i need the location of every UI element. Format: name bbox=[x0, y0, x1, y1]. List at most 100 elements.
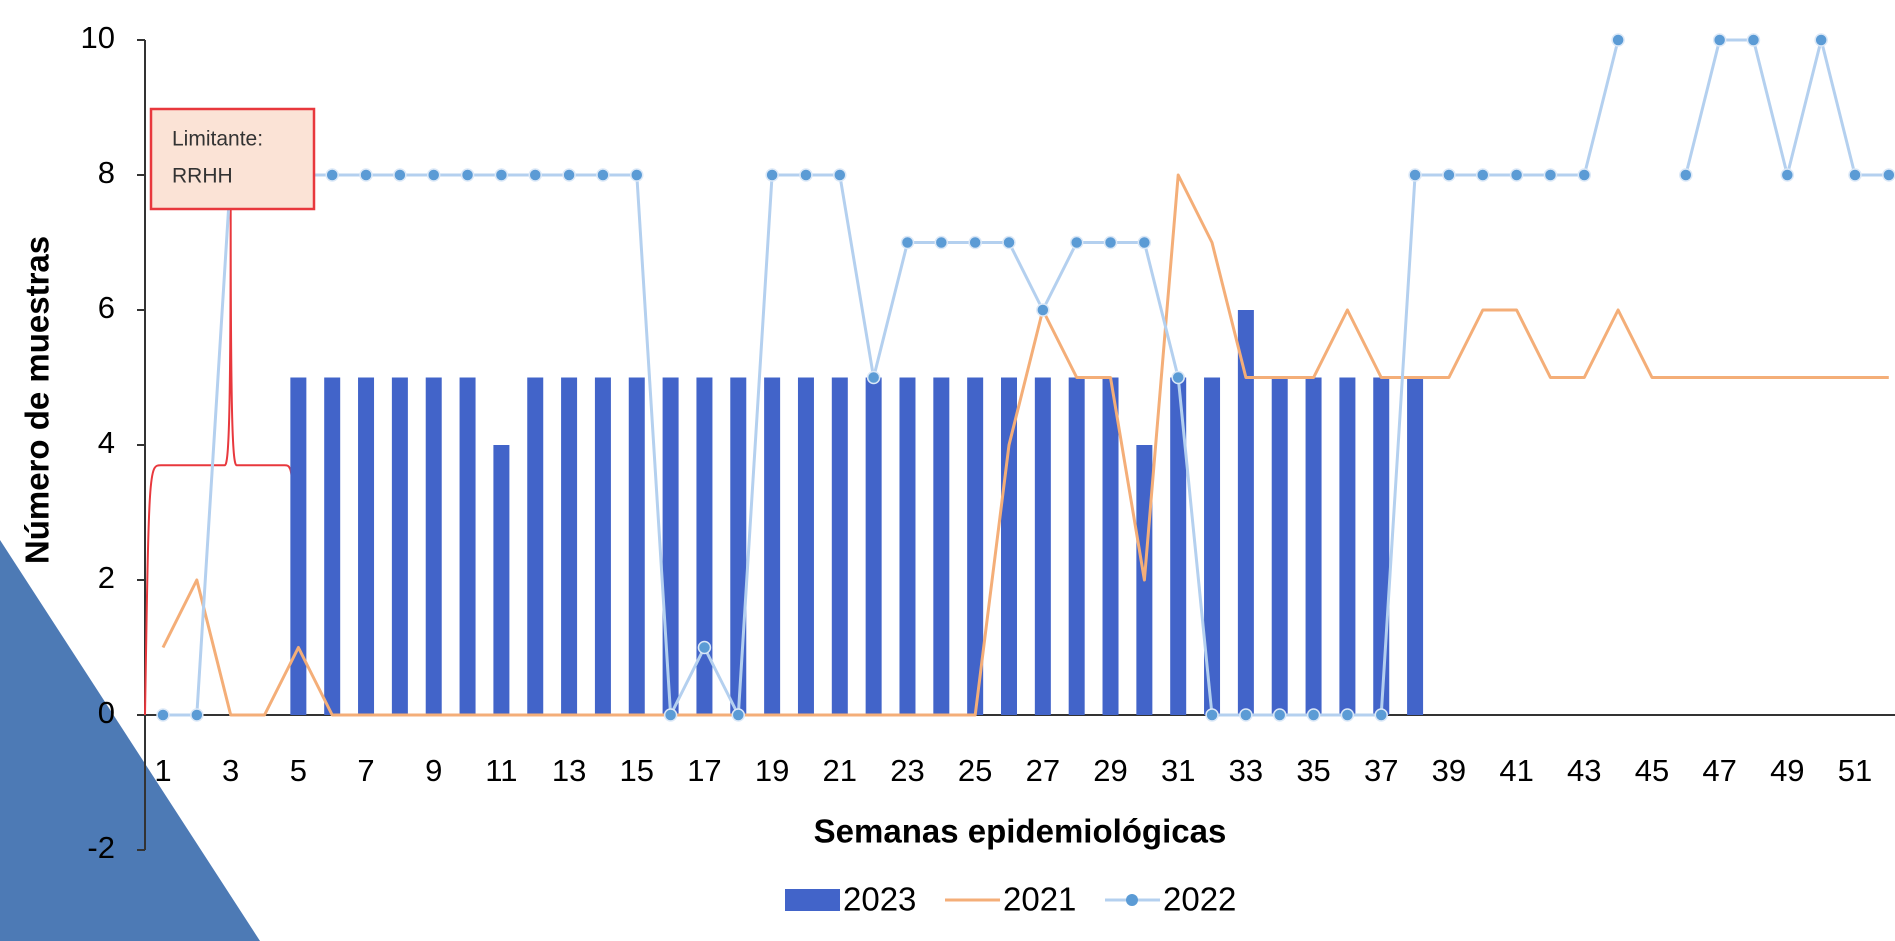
x-tick-label: 31 bbox=[1161, 753, 1195, 788]
marker bbox=[1882, 168, 1895, 182]
x-tick-label: 11 bbox=[485, 753, 517, 788]
marker bbox=[900, 235, 915, 250]
bar bbox=[696, 377, 713, 715]
y-tick-label: 8 bbox=[98, 155, 115, 190]
bar bbox=[1068, 377, 1085, 715]
marker bbox=[528, 168, 542, 182]
annotation: Limitante: RRHH bbox=[149, 107, 316, 211]
bar bbox=[1339, 377, 1356, 715]
marker bbox=[1611, 33, 1625, 47]
y-tick-label: 2 bbox=[98, 560, 115, 595]
marker bbox=[596, 168, 610, 182]
bar bbox=[865, 377, 882, 715]
marker bbox=[1712, 33, 1727, 47]
bar bbox=[527, 377, 544, 715]
marker bbox=[393, 168, 407, 182]
marker bbox=[1476, 168, 1490, 182]
marker bbox=[799, 168, 813, 182]
x-tick-label: 7 bbox=[357, 753, 374, 788]
bar bbox=[662, 377, 679, 715]
legend-marker bbox=[1126, 894, 1138, 906]
bar bbox=[764, 377, 781, 715]
annotation-text: Limitante: bbox=[172, 128, 263, 151]
bar bbox=[459, 377, 476, 715]
marker bbox=[1442, 168, 1456, 182]
marker bbox=[325, 168, 339, 182]
marker bbox=[460, 168, 475, 182]
marker bbox=[1069, 235, 1084, 250]
x-tick-label: 47 bbox=[1702, 753, 1736, 788]
bar bbox=[561, 377, 578, 715]
legend-label: 2022 bbox=[1163, 881, 1236, 918]
legend-label: 2023 bbox=[843, 881, 916, 918]
marker bbox=[1746, 33, 1761, 47]
x-tick-label: 33 bbox=[1229, 753, 1263, 788]
marker bbox=[1408, 168, 1422, 182]
marker bbox=[1848, 168, 1862, 182]
bar bbox=[1305, 377, 1322, 715]
x-tick-label: 5 bbox=[290, 753, 307, 788]
bar bbox=[493, 445, 510, 715]
bar bbox=[831, 377, 848, 715]
marker bbox=[968, 235, 982, 250]
marker bbox=[190, 708, 204, 722]
y-tick-label: 10 bbox=[81, 20, 115, 55]
x-tick-label: 9 bbox=[425, 753, 442, 788]
marker bbox=[494, 168, 509, 182]
bar bbox=[1237, 310, 1254, 715]
bar bbox=[899, 377, 916, 715]
y-tick-label: -2 bbox=[87, 830, 115, 865]
marker bbox=[663, 708, 678, 722]
y-tick-label: 0 bbox=[98, 695, 115, 730]
marker bbox=[934, 235, 949, 250]
bar bbox=[1204, 377, 1221, 715]
bar bbox=[1102, 377, 1119, 715]
x-tick-label: 51 bbox=[1838, 753, 1872, 788]
x-tick-label: 29 bbox=[1093, 753, 1127, 788]
marker bbox=[1679, 168, 1693, 182]
x-tick-label: 45 bbox=[1635, 753, 1669, 788]
marker bbox=[1577, 168, 1592, 182]
marker bbox=[1171, 370, 1185, 385]
bar bbox=[628, 377, 645, 715]
x-tick-label: 15 bbox=[620, 753, 654, 788]
bar bbox=[1271, 377, 1288, 715]
annotation-text: RRHH bbox=[172, 165, 233, 188]
x-tick-label: 23 bbox=[890, 753, 924, 788]
x-tick-label: 3 bbox=[222, 753, 239, 788]
line bbox=[161, 173, 1889, 717]
x-tick-label: 13 bbox=[552, 753, 586, 788]
marker bbox=[1002, 235, 1016, 250]
x-tick-label: 25 bbox=[958, 753, 992, 788]
x-tick-label: 1 bbox=[154, 753, 171, 788]
marker bbox=[562, 168, 576, 182]
marker bbox=[1543, 168, 1558, 182]
x-tick-label: 37 bbox=[1364, 753, 1398, 788]
annotation-box bbox=[149, 107, 316, 211]
x-tick-label: 21 bbox=[823, 753, 857, 788]
marker bbox=[630, 168, 644, 182]
bar bbox=[967, 377, 984, 715]
bar bbox=[425, 377, 442, 715]
x-tick-label: 19 bbox=[755, 753, 789, 788]
y-axis-title: Número de muestras bbox=[19, 236, 56, 564]
marker bbox=[1780, 168, 1795, 182]
bar bbox=[797, 377, 814, 715]
legend-swatch bbox=[785, 889, 840, 911]
legend-label: 2021 bbox=[1003, 881, 1076, 918]
marker bbox=[1137, 235, 1152, 250]
marker bbox=[697, 640, 712, 655]
bar bbox=[1001, 377, 1017, 715]
marker bbox=[359, 168, 373, 182]
x-tick-label: 17 bbox=[687, 753, 721, 788]
bar bbox=[290, 377, 307, 715]
marker bbox=[426, 168, 441, 182]
bar bbox=[358, 377, 375, 715]
bar bbox=[324, 377, 341, 715]
marker bbox=[1103, 235, 1118, 250]
x-tick-label: 43 bbox=[1567, 753, 1601, 788]
bar bbox=[933, 377, 950, 715]
y-tick-label: 6 bbox=[98, 290, 115, 325]
